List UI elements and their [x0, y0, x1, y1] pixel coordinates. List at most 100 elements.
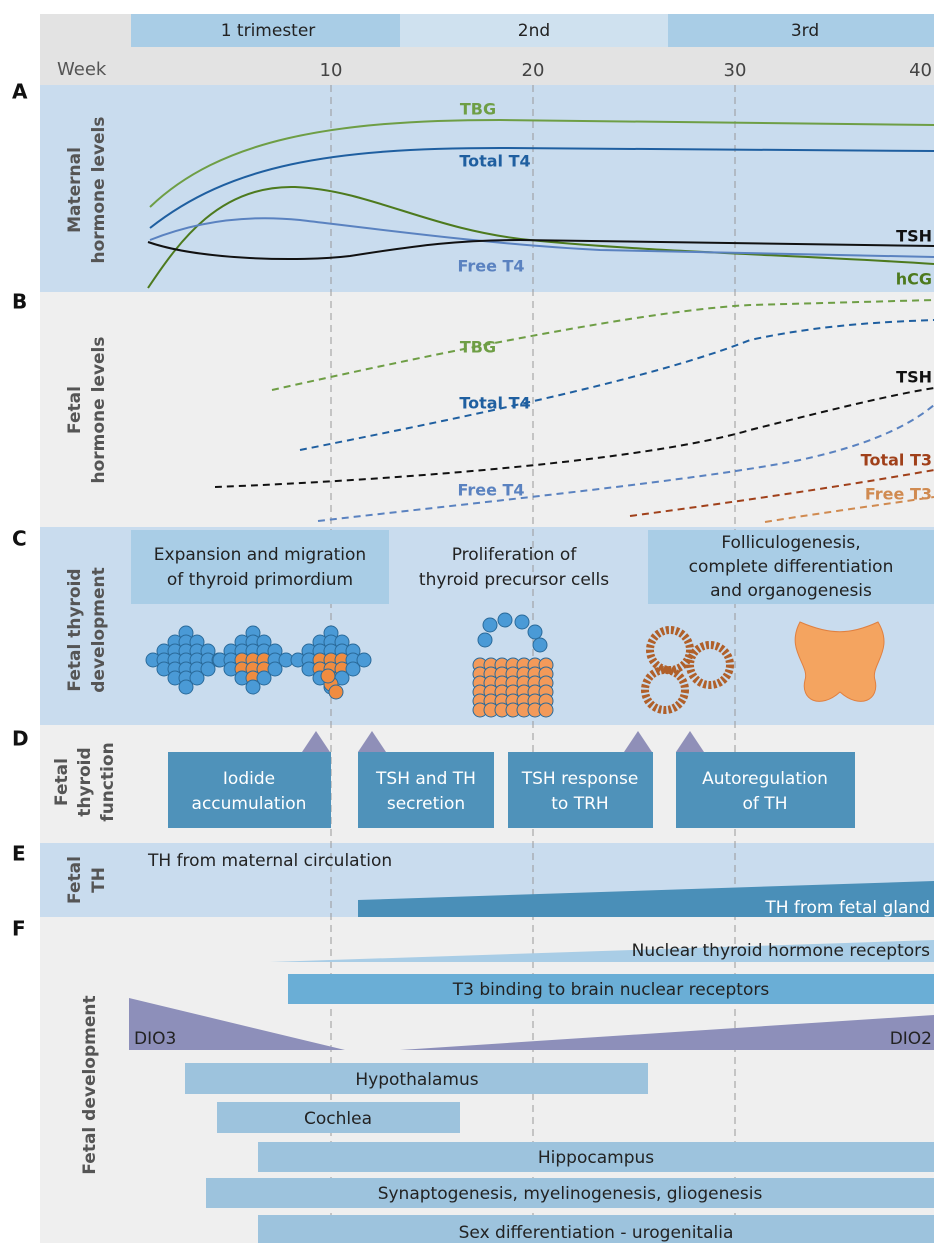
curve-label: Total T4	[459, 394, 530, 413]
curve-label: Free T4	[457, 257, 524, 276]
side-label: function	[98, 742, 118, 821]
panel-b-bg	[40, 292, 934, 527]
source-text: TH from fetal gland	[764, 898, 930, 918]
function-box	[168, 752, 331, 828]
stage-box	[648, 530, 934, 604]
bar	[206, 1178, 934, 1208]
bar-label: Hippocampus	[538, 1148, 654, 1168]
stage-text: of thyroid primordium	[167, 570, 353, 590]
source-text: TH from maternal circulation	[147, 851, 392, 871]
curve-label: TBG	[460, 100, 496, 119]
follicle	[646, 626, 694, 674]
curve	[299, 319, 934, 451]
bar	[288, 974, 934, 1004]
curve	[147, 185, 934, 289]
cell	[532, 637, 548, 653]
side-label: thyroid	[75, 747, 95, 816]
function-text: Autoregulation	[702, 769, 828, 789]
side-label: Maternal	[65, 147, 85, 233]
curve	[317, 404, 934, 522]
cell	[267, 661, 283, 677]
cell	[328, 684, 344, 700]
panel-letter: D	[12, 727, 29, 751]
cell	[514, 614, 530, 630]
curve	[149, 146, 934, 229]
dio3-wedge	[129, 998, 345, 1050]
week-tick-label: 10	[320, 60, 343, 81]
cell	[527, 624, 543, 640]
bar-label: DIO2	[890, 1029, 932, 1049]
curve-label: TBG	[460, 338, 496, 357]
function-text: of TH	[743, 794, 788, 814]
function-box	[508, 752, 653, 828]
stage-text: Proliferation of	[452, 545, 578, 565]
bar-label: DIO3	[134, 1029, 176, 1049]
function-text: to TRH	[551, 794, 608, 814]
cell	[178, 679, 194, 695]
cell	[200, 661, 216, 677]
dio2-wedge	[400, 1015, 934, 1050]
trimester-2	[400, 14, 668, 47]
bar	[217, 1102, 460, 1133]
trimester-3	[668, 14, 934, 47]
fetal-gland-wedge	[358, 881, 934, 917]
side-label: TH	[89, 867, 109, 893]
cell	[245, 679, 261, 695]
bar	[258, 1142, 934, 1172]
panel-letter: E	[12, 842, 26, 866]
function-text: TSH and TH	[375, 769, 476, 789]
side-label: Fetal	[65, 386, 85, 434]
side-label: development	[89, 567, 109, 692]
stage-box	[131, 530, 389, 604]
bar-label: Sex differentiation - urogenitalia	[459, 1223, 734, 1243]
cell	[256, 670, 272, 686]
trimester-1	[131, 14, 400, 47]
curve-label: Free T4	[457, 481, 524, 500]
function-text: secretion	[387, 794, 465, 814]
curve	[147, 238, 934, 261]
side-label: Fetal thyroid	[65, 568, 85, 691]
function-box	[676, 752, 855, 828]
function-text: Iodide	[223, 769, 275, 789]
trimester-label: 1 trimester	[221, 21, 316, 41]
side-label: Fetal	[65, 856, 85, 904]
curve-label: Total T4	[459, 152, 530, 171]
week-tick-label: 30	[724, 60, 747, 81]
trimester-label: 2nd	[518, 21, 550, 41]
bar-label: Synaptogenesis, myelinogenesis, gliogene…	[378, 1184, 763, 1204]
cell	[538, 702, 554, 718]
cell	[320, 668, 336, 684]
curve	[764, 496, 934, 523]
panel-letter: C	[12, 527, 27, 551]
cell	[189, 670, 205, 686]
function-text: TSH response	[521, 769, 639, 789]
stage-text: thyroid precursor cells	[419, 570, 609, 590]
bar-label: Hypothalamus	[355, 1070, 478, 1090]
bar	[185, 1063, 648, 1094]
function-text: accumulation	[192, 794, 307, 814]
cell	[356, 652, 372, 668]
panel-letter: A	[12, 80, 28, 104]
stage-text: and organogenesis	[710, 581, 872, 601]
cell	[345, 661, 361, 677]
bar-label: Cochlea	[304, 1109, 372, 1129]
side-label: hormone levels	[89, 116, 109, 263]
follicle	[686, 641, 734, 689]
stage-text: Folliculogenesis,	[721, 533, 860, 553]
curve-label: Total T3	[861, 451, 932, 470]
stage-text: complete differentiation	[689, 557, 894, 577]
cell	[482, 617, 498, 633]
triangles	[302, 731, 704, 752]
week-label: Week	[57, 59, 107, 80]
trimester-label: 3rd	[791, 21, 819, 41]
stage-text: Expansion and migration	[154, 545, 366, 565]
week-tick-label: 40	[909, 60, 932, 81]
function-box	[358, 752, 494, 828]
bar-label: Nuclear thyroid hormone receptors	[632, 941, 930, 961]
side-label: Fetal	[52, 758, 72, 806]
side-label: Fetal development	[80, 995, 100, 1174]
receptor-wedge	[270, 940, 934, 962]
follicle	[641, 666, 689, 714]
bar	[258, 1215, 934, 1243]
